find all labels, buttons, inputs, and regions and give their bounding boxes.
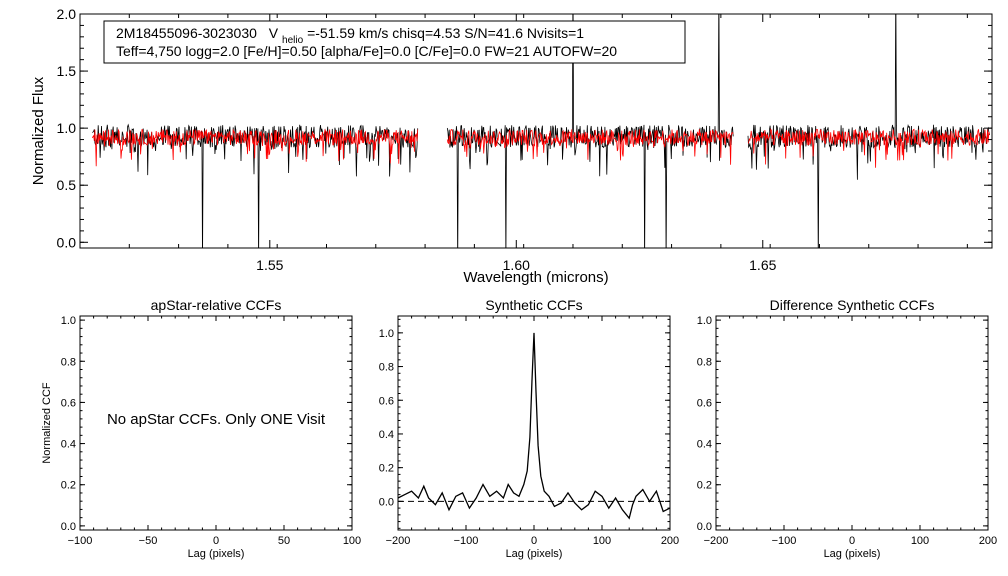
info-box: [103, 20, 686, 64]
synthetic-ccf-plot-area: [397, 332, 671, 520]
info-line-2: Teff=4,750 logg=2.0 [Fe/H]=0.50 [alpha/F…: [116, 43, 617, 59]
synthetic-ccf-ytick-label: 1.0: [379, 328, 394, 340]
synthetic-ccf-xtick-label: 200: [661, 535, 679, 547]
difference-ccf-xtick-label: 0: [849, 535, 855, 547]
difference-ccf-ytick-label: 0.6: [697, 397, 712, 409]
difference-ccf-ytick-label: 0.8: [697, 356, 712, 368]
spectrum-plot-area: [91, 14, 990, 248]
spectrum-lines: [91, 14, 990, 248]
info-v: V: [269, 25, 279, 41]
synthetic-ccf-xlabel: Lag (pixels): [506, 548, 563, 560]
info-v-value: =-51.59 km/s chisq=4.53 S/N=41.6 Nvisits…: [307, 25, 584, 41]
apstar-ccf-axes: −100 −50 0 50 100 0.0 0.2 0.4 0.6 0.8 1.0: [61, 315, 361, 547]
apstar-ccf-ytick-label: 0.6: [61, 397, 76, 409]
apstar-ccf-xlabel: Lag (pixels): [188, 548, 245, 560]
spectrum-xtick-label: 1.65: [749, 257, 776, 273]
difference-ccf-xtick-label: 100: [911, 535, 929, 547]
apstar-ccf-annotation: No apStar CCFs. Only ONE Visit: [107, 411, 326, 428]
synthetic-ccf-panel: Synthetic CCFs −200 −100 0 100 200 0.0 0.2 0.4 0…: [379, 297, 679, 560]
apstar-ccf-ytick-label: 0.2: [61, 480, 76, 492]
spectrum-ylabel: Normalized Flux: [30, 76, 47, 185]
difference-ccf-xtick-label: 200: [979, 535, 997, 547]
apstar-ccf-ylabel: Normalized CCF: [41, 382, 53, 464]
difference-ccf-xtick-label: −200: [704, 535, 729, 547]
spectrum-series-model: [91, 128, 990, 168]
spectrum-panel: 1.55 1.60 1.65 0.0 0.5 1.0 1.5 2.0 Wavelength (…: [30, 6, 993, 286]
synthetic-ccf-ytick-label: 0.2: [379, 463, 394, 475]
info-v-sub: helio: [282, 35, 304, 46]
difference-ccf-ytick-label: 0.0: [697, 521, 712, 533]
spectrum-ytick-label: 0.5: [57, 177, 77, 193]
spectrum-ytick-label: 0.0: [57, 234, 77, 250]
spectrum-frame: [79, 13, 993, 249]
spectrum-xtick-label: 1.60: [503, 257, 530, 273]
difference-ccf-axes: −200 −100 0 100 200 0.0 0.2 0.4 0.6 0.8 1.0: [697, 315, 997, 547]
difference-ccf-xlabel: Lag (pixels): [824, 548, 881, 560]
synthetic-ccf-ytick-label: 0.8: [379, 362, 394, 374]
difference-ccf-panel: Difference Synthetic CCFs −200 −100 0 100 20…: [697, 297, 997, 560]
difference-ccf-ytick-label: 1.0: [697, 315, 712, 327]
info-line-1: 2M18455096-3023030 V helio =-51.59 km/s …: [116, 25, 584, 46]
spectrum-ytick-label: 1.5: [57, 63, 77, 79]
synthetic-ccf-xtick-label: −100: [454, 535, 479, 547]
difference-ccf-xtick-label: −100: [772, 535, 797, 547]
apstar-ccf-xtick-label: −100: [68, 535, 93, 547]
apstar-ccf-ytick-label: 0.4: [61, 439, 76, 451]
spectrum-axes: 1.55 1.60 1.65 0.0 0.5 1.0 1.5 2.0: [57, 6, 992, 273]
apstar-ccf-ytick-label: 0.0: [61, 521, 76, 533]
apstar-ccf-ytick-label: 1.0: [61, 315, 76, 327]
info-star-id: 2M18455096-3023030: [116, 25, 257, 41]
spectrum-ytick-label: 2.0: [57, 6, 77, 22]
synthetic-ccf-xtick-label: 100: [593, 535, 611, 547]
difference-ccf-ytick-label: 0.4: [697, 439, 712, 451]
apstar-ccf-xtick-label: 50: [278, 535, 290, 547]
synthetic-ccf-title: Synthetic CCFs: [485, 297, 582, 313]
spectrum-xlabel: Wavelength (microns): [463, 269, 608, 286]
synthetic-ccf-xtick-label: 0: [531, 535, 537, 547]
apstar-ccf-xtick-label: 0: [213, 535, 219, 547]
spectrum-xtick-label: 1.55: [256, 257, 283, 273]
synthetic-ccf-line: [397, 332, 671, 520]
apstar-ccf-xtick-label: 100: [343, 535, 361, 547]
synthetic-ccf-xtick-label: −200: [386, 535, 411, 547]
synthetic-ccf-ytick-label: 0.0: [379, 496, 394, 508]
synthetic-ccf-axes: −200 −100 0 100 200 0.0 0.2 0.4 0.6 0.8 1.0: [379, 316, 679, 547]
synthetic-ccf-ytick-label: 0.6: [379, 395, 394, 407]
difference-ccf-frame: [715, 315, 989, 531]
spectrum-ytick-label: 1.0: [57, 120, 77, 136]
apstar-ccf-panel: apStar-relative CCFs −100 −50 0 50 100 0.0 0.2…: [41, 297, 361, 560]
difference-ccf-title: Difference Synthetic CCFs: [770, 297, 935, 313]
apstar-ccf-title: apStar-relative CCFs: [151, 297, 282, 313]
synthetic-ccf-ytick-label: 0.4: [379, 429, 394, 441]
apstar-ccf-ytick-label: 0.8: [61, 356, 76, 368]
difference-ccf-ytick-label: 0.2: [697, 480, 712, 492]
apstar-ccf-xtick-label: −50: [139, 535, 158, 547]
